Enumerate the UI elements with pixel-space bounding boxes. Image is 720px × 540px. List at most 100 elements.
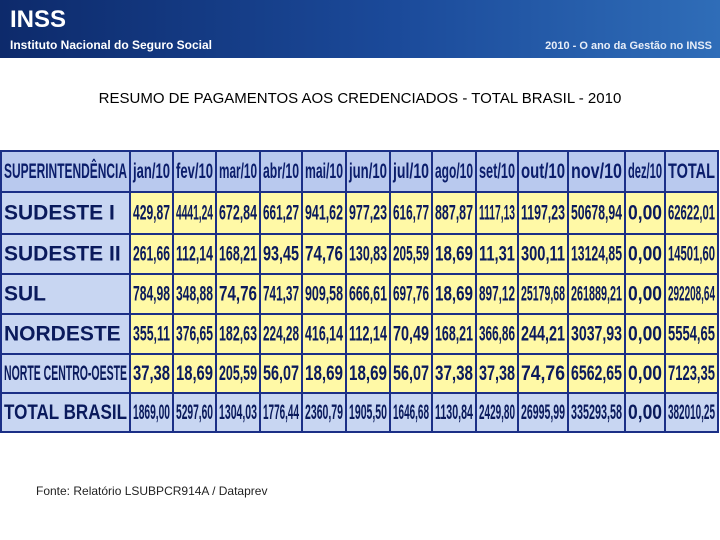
- table-cell: [431, 392, 477, 433]
- cell-text: 5554,65: [668, 323, 715, 346]
- cell-text: 5297,60: [176, 401, 213, 424]
- cell-text: 300,11: [521, 243, 565, 266]
- cell-text: 741,37: [263, 283, 299, 306]
- cell-text: NORDESTE: [4, 323, 121, 346]
- cell-text: 37,38: [133, 362, 170, 385]
- cell-text: 784,98: [133, 283, 170, 306]
- logo: INSS: [10, 6, 67, 33]
- column-header: jan/10: [132, 160, 170, 183]
- cell-text: 70,49: [393, 323, 429, 346]
- table-cell: [431, 233, 477, 275]
- cell-text: 897,12: [479, 283, 515, 306]
- cell-text: NORTE CENTRO-OESTE: [4, 362, 127, 385]
- cell-text: 168,21: [219, 243, 257, 266]
- cell-text: 887,87: [435, 202, 473, 225]
- cell-text: 18,69: [305, 362, 343, 385]
- cell-text: 1304,03: [219, 401, 257, 424]
- column-header: mar/10: [219, 160, 257, 183]
- table-cell: [624, 392, 666, 433]
- cell-text: 18,69: [435, 243, 473, 266]
- table-cell: [172, 273, 217, 315]
- table-cell: [0, 233, 131, 275]
- cell-text: 672,84: [219, 202, 257, 225]
- cell-text: 0,00: [628, 283, 662, 306]
- table-cell: [664, 392, 719, 433]
- cell-text: 4441,24: [176, 202, 213, 225]
- table-cell: [664, 313, 719, 355]
- table-cell: [664, 150, 719, 193]
- cell-text: 661,27: [263, 202, 299, 225]
- cell-text: 168,21: [435, 323, 473, 346]
- cell-text: 18,69: [435, 283, 473, 306]
- cell-text: 416,14: [305, 323, 343, 346]
- cell-text: 1776,44: [263, 401, 299, 424]
- table-cell: [664, 353, 719, 394]
- title: RESUMO DE PAGAMENTOS AOS CREDENCIADOS - …: [98, 90, 622, 107]
- table-cell: [345, 353, 391, 394]
- table-cell: [389, 150, 433, 193]
- cell-text: 977,23: [349, 202, 387, 225]
- table-cell: [215, 392, 261, 433]
- cell-text: SUDESTE II: [4, 243, 121, 266]
- table-cell: [475, 313, 519, 355]
- cell-text: 182,63: [219, 323, 257, 346]
- cell-text: 14501,60: [668, 243, 715, 266]
- cell-text: SUL: [4, 283, 46, 306]
- table-cell: [215, 353, 261, 394]
- cell-text: 130,83: [349, 243, 387, 266]
- cell-text: 74,76: [219, 283, 257, 306]
- table-cell: [172, 353, 217, 394]
- cell-text: 244,21: [521, 323, 565, 346]
- cell-text: 429,87: [133, 202, 170, 225]
- cell-text: 7123,35: [668, 362, 715, 385]
- cell-text: 0,00: [628, 401, 662, 424]
- table-cell: [475, 150, 519, 193]
- table-cell: [567, 150, 626, 193]
- table-cell: [431, 191, 477, 235]
- table-cell: [259, 392, 303, 433]
- cell-text: 0,00: [628, 323, 662, 346]
- cell-text: 1646,68: [393, 401, 429, 424]
- table-cell: [664, 273, 719, 315]
- cell-text: 56,07: [393, 362, 429, 385]
- cell-text: 941,62: [305, 202, 343, 225]
- table-cell: [624, 313, 666, 355]
- cell-text: 56,07: [263, 362, 299, 385]
- cell-text: 205,59: [393, 243, 429, 266]
- cell-text: 18,69: [176, 362, 213, 385]
- cell-text: 1197,23: [521, 202, 565, 225]
- table-cell: [389, 313, 433, 355]
- column-header: abr/10: [263, 160, 299, 183]
- cell-text: 909,58: [305, 283, 343, 306]
- cell-text: TOTAL BRASIL: [4, 401, 127, 424]
- cell-text: 112,14: [176, 243, 213, 266]
- cell-text: 205,59: [219, 362, 257, 385]
- cell-text: 62622,01: [668, 202, 715, 225]
- cell-text: 0,00: [628, 202, 662, 225]
- cell-text: 616,77: [393, 202, 429, 225]
- column-header: fev/10: [176, 160, 213, 183]
- slogan: 2010 - O ano da Gestão no INSS: [545, 40, 712, 52]
- cell-text: 366,86: [479, 323, 515, 346]
- cell-text: 348,88: [176, 283, 213, 306]
- table-cell: [0, 392, 131, 433]
- cell-text: 0,00: [628, 362, 662, 385]
- cell-text: 1130,84: [435, 401, 473, 424]
- table-cell: [567, 313, 626, 355]
- table-cell: [517, 353, 569, 394]
- column-header: TOTAL: [668, 160, 715, 183]
- cell-text: 1117,13: [479, 202, 515, 225]
- table-cell: [301, 191, 347, 235]
- table-cell: [172, 233, 217, 275]
- table-cell: [172, 191, 217, 235]
- cell-text: 2360,79: [305, 401, 343, 424]
- table-cell: [517, 313, 569, 355]
- column-header: SUPERINTENDÊNCIA: [4, 159, 127, 183]
- cell-text: 93,45: [263, 243, 299, 266]
- cell-text: 13124,85: [571, 243, 622, 266]
- table-cell: [389, 273, 433, 315]
- cell-text: 37,38: [435, 362, 473, 385]
- cell-text: 25179,68: [521, 283, 565, 306]
- cell-text: 697,76: [393, 283, 429, 306]
